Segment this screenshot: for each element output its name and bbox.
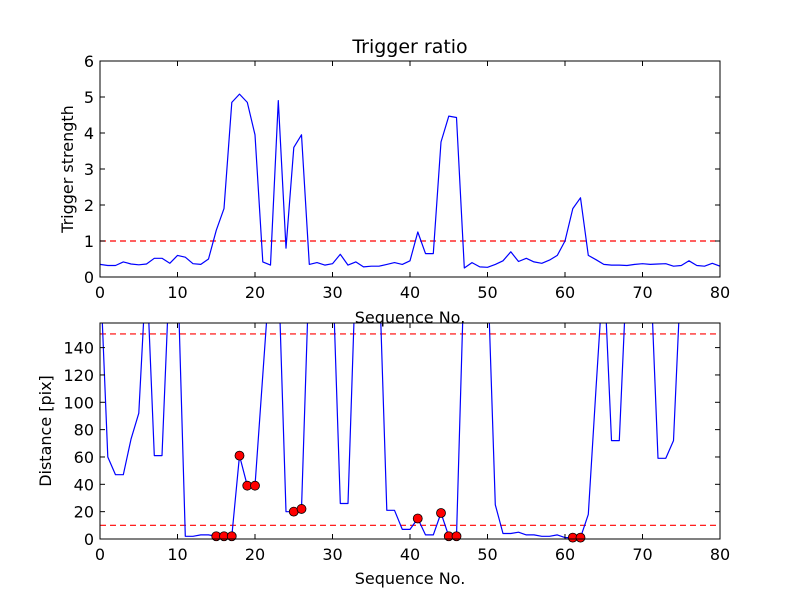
x-tick-label: 50 — [477, 545, 497, 564]
x-tick-label: 80 — [710, 545, 730, 564]
x-tick-label: 40 — [400, 545, 420, 564]
x-tick-label: 80 — [710, 283, 730, 302]
x-axis-label: Sequence No. — [355, 308, 466, 327]
y-tick-label: 4 — [84, 124, 94, 143]
data-point-marker — [436, 508, 446, 518]
x-tick-label: 70 — [632, 283, 652, 302]
y-tick-label: 40 — [74, 475, 94, 494]
y-tick-label: 20 — [74, 503, 94, 522]
y-axis-label: Trigger strength — [58, 105, 77, 234]
x-tick-label: 10 — [167, 545, 187, 564]
x-tick-label: 20 — [245, 283, 265, 302]
data-point-marker — [412, 513, 423, 524]
y-tick-label: 120 — [63, 366, 94, 385]
series-line — [101, 323, 680, 539]
x-tick-label: 0 — [95, 283, 105, 302]
x-tick-label: 30 — [322, 545, 342, 564]
x-tick-label: 30 — [322, 283, 342, 302]
y-tick-label: 6 — [84, 52, 94, 71]
chart-title: Trigger ratio — [351, 36, 467, 58]
y-tick-label: 0 — [84, 530, 94, 549]
y-tick-label: 3 — [84, 160, 94, 179]
data-point-marker — [296, 504, 307, 514]
x-tick-label: 60 — [555, 545, 575, 564]
y-tick-label: 1 — [84, 232, 94, 251]
y-tick-label: 100 — [63, 393, 94, 412]
trigger-ratio-chart: Trigger ratio Sequence No. Trigger stren… — [58, 36, 730, 327]
data-point-marker — [250, 480, 260, 491]
data-point-marker — [575, 532, 586, 543]
plot-area: 0 10 20 30 40 50 60 70 80 0 20 40 60 80 100 120 140 — [63, 322, 730, 564]
y-axis-label: Distance [pix] — [36, 375, 55, 487]
y-tick-label: 60 — [74, 448, 94, 467]
x-tick-label: 20 — [245, 545, 265, 564]
x-tick-label: 40 — [400, 283, 420, 302]
y-tick-label: 140 — [63, 339, 94, 358]
y-tick-label: 0 — [84, 268, 94, 287]
data-point-marker — [234, 450, 245, 461]
x-axis-label: Sequence No. — [355, 569, 466, 588]
x-tick-label: 70 — [632, 545, 652, 564]
series-line — [100, 93, 720, 269]
plot-area: 0 10 20 30 40 50 60 70 80 0 1 2 3 4 5 6 — [84, 52, 730, 302]
distance-chart: Sequence No. Distance [pix] 0 10 20 30 40 50 6… — [36, 322, 730, 588]
x-tick-label: 0 — [95, 545, 105, 564]
y-tick-label: 2 — [84, 196, 94, 215]
y-tick-label: 80 — [74, 421, 94, 440]
y-tick-label: 5 — [84, 88, 94, 107]
x-tick-label: 10 — [167, 283, 187, 302]
x-tick-label: 50 — [477, 283, 497, 302]
x-tick-label: 60 — [555, 283, 575, 302]
